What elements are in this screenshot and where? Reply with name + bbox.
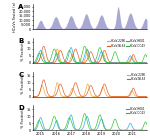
Y-axis label: % Positivity: % Positivity	[21, 40, 25, 61]
Y-axis label: HCoVs Tested (n): HCoVs Tested (n)	[13, 2, 17, 32]
Y-axis label: % Positivity: % Positivity	[21, 107, 25, 128]
Legend: HCoV-229E, HCoV-NL63, HCoV-HKU1, HCoV-OC43: HCoV-229E, HCoV-NL63, HCoV-HKU1, HCoV-OC…	[107, 39, 146, 48]
Y-axis label: % Positivity: % Positivity	[21, 74, 25, 94]
Text: C: C	[18, 72, 23, 78]
Text: A: A	[18, 4, 24, 10]
Legend: HCoV-HKU1, HCoV-OC43: HCoV-HKU1, HCoV-OC43	[126, 107, 146, 115]
Legend: HCoV-229E, HCoV-NL63: HCoV-229E, HCoV-NL63	[127, 73, 146, 81]
Text: D: D	[18, 105, 24, 111]
Text: B: B	[18, 38, 23, 44]
